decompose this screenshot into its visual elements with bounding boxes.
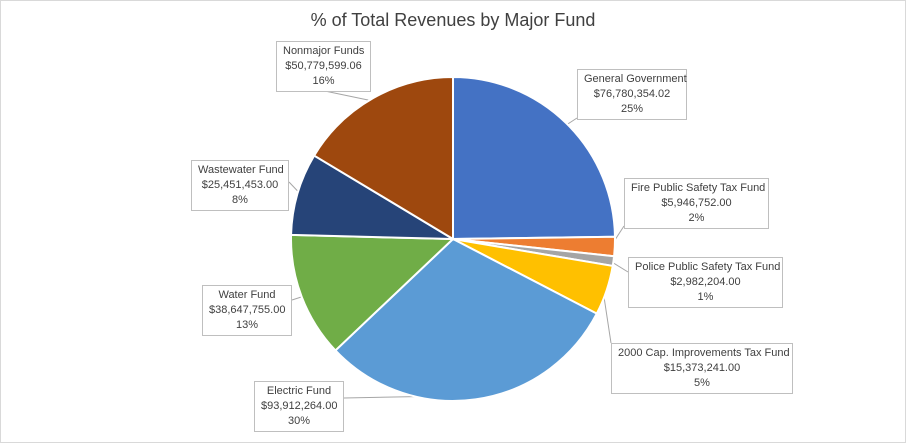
chart-title: % of Total Revenues by Major Fund (310, 10, 596, 30)
label-percent: 5% (694, 377, 710, 389)
label-name: Fire Public Safety Tax Fund (631, 182, 766, 194)
label-name: Electric Fund (266, 385, 332, 397)
label-percent: 1% (697, 291, 714, 303)
label-wastewater-fund: Wastewater Fund $25,451,453.00 8% (191, 160, 289, 211)
label-electric-fund: Electric Fund $93,912,264.00 30% (254, 381, 344, 432)
label-water-fund: Water Fund $38,647,755.00 13% (202, 285, 292, 336)
slice-nonmajor-funds (312, 75, 454, 241)
label-percent: 8% (232, 194, 248, 206)
label-name: Police Public Safety Tax Fund (635, 261, 781, 273)
label-amount: $38,647,755.00 (209, 304, 286, 316)
label-amount: $5,946,752.00 (661, 197, 732, 209)
label-name: General Government (584, 73, 687, 85)
label-amount: $76,780,354.02 (593, 88, 671, 100)
label-police-public-safety: Police Public Safety Tax Fund $2,982,204… (628, 257, 783, 308)
label-name: Nonmajor Funds (283, 45, 365, 57)
label-percent: 2% (688, 212, 705, 224)
slice-water-fund (290, 233, 456, 352)
slice-general-government (452, 75, 616, 241)
label-amount: $93,912,264.00 (261, 400, 338, 412)
label-fire-public-safety: Fire Public Safety Tax Fund $5,946,752.0… (624, 178, 769, 229)
label-amount: $15,373,241.00 (663, 362, 741, 374)
label-name: 2000 Cap. Improvements Tax Fund (618, 347, 790, 359)
label-percent: 25% (620, 103, 644, 115)
label-general-government: General Government $76,780,354.02 25% (577, 69, 687, 120)
label-name: Water Fund (218, 289, 276, 301)
label-percent: 30% (287, 415, 311, 427)
label-amount: $25,451,453.00 (201, 179, 279, 191)
label-percent: 16% (312, 75, 335, 87)
label-amount: $2,982,204.00 (670, 276, 741, 288)
slice-electric-fund (334, 237, 599, 402)
label-nonmajor-funds: Nonmajor Funds $50,779,599.06 16% (276, 41, 371, 92)
label-percent: 13% (235, 319, 259, 331)
label-cap-improvements: 2000 Cap. Improvements Tax Fund $15,373,… (611, 343, 793, 394)
label-amount: $50,779,599.06 (285, 60, 362, 72)
pie-slices (290, 75, 616, 402)
label-name: Wastewater Fund (198, 164, 284, 176)
